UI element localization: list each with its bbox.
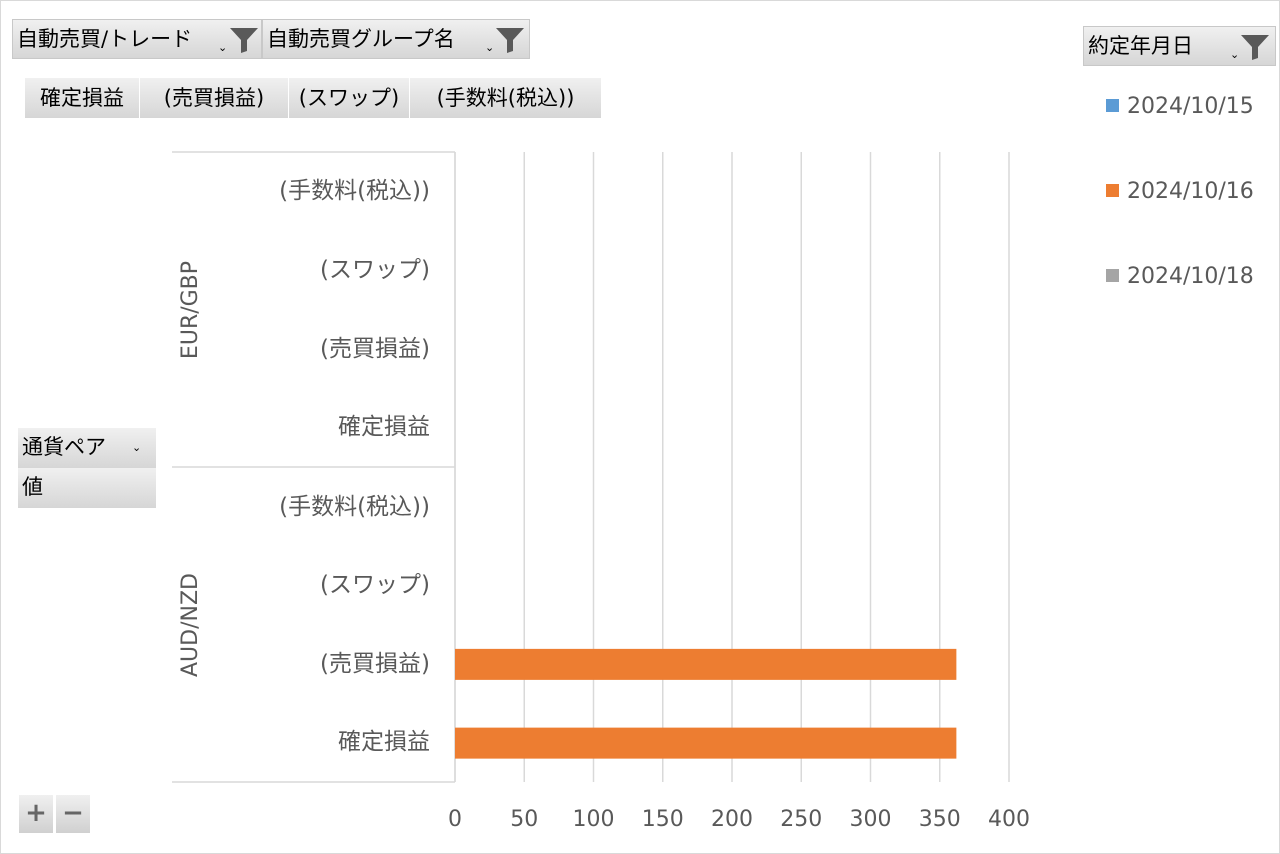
dropdown-caret-icon: ⌄ <box>1230 48 1240 61</box>
legend-label: 2024/10/16 <box>1127 179 1254 204</box>
legend-item: 2024/10/16 <box>1106 179 1254 205</box>
filter-icon[interactable] <box>229 27 259 53</box>
category-label: (スワップ) <box>320 257 430 283</box>
expand-button[interactable]: + <box>19 795 53 833</box>
filter-date-button[interactable]: 約定年月日 ⌄ <box>1083 26 1276 66</box>
legend-label: 2024/10/15 <box>1127 94 1254 119</box>
legend-label: 2024/10/18 <box>1127 264 1254 289</box>
legend-item: 2024/10/15 <box>1106 94 1254 120</box>
filter-auto-group-label: 自動売買グループ名 <box>267 27 455 51</box>
filter-icon[interactable] <box>1240 34 1270 60</box>
legend-swatch <box>1106 269 1119 282</box>
collapse-button[interactable]: − <box>56 795 90 833</box>
group-label: EUR/GBP <box>178 260 203 360</box>
row-field-values-label: 値 <box>22 475 43 499</box>
filter-icon[interactable] <box>495 27 525 53</box>
category-label: (売買損益) <box>320 651 430 677</box>
filter-auto-group-button[interactable]: 自動売買グループ名 ⌄ <box>262 19 530 59</box>
dropdown-caret-icon: ⌄ <box>218 41 228 54</box>
value-tab-realized[interactable]: 確定損益 <box>25 78 140 118</box>
value-tab-trade-pl[interactable]: (売買損益) <box>140 78 289 118</box>
category-label: (売買損益) <box>320 336 430 362</box>
category-label: 確定損益 <box>338 729 430 755</box>
category-label: (手数料(税込)) <box>279 178 430 204</box>
value-tab-swap[interactable]: (スワップ) <box>289 78 410 118</box>
category-label: (手数料(税込)) <box>279 494 430 520</box>
dropdown-caret-icon: ⌄ <box>132 441 142 454</box>
filter-date-label: 約定年月日 <box>1088 34 1193 58</box>
row-field-values[interactable]: 値 <box>18 468 156 508</box>
group-label: AUD/NZD <box>178 573 203 677</box>
row-field-currency-pair[interactable]: 通貨ペア ⌄ <box>18 428 156 468</box>
dropdown-caret-icon: ⌄ <box>485 41 495 54</box>
value-tab-fee[interactable]: (手数料(税込)) <box>410 78 602 118</box>
filter-auto-trade-button[interactable]: 自動売買/トレード ⌄ <box>12 19 262 59</box>
legend-swatch <box>1106 99 1119 112</box>
filter-auto-trade-label: 自動売買/トレード <box>17 27 193 51</box>
legend-swatch <box>1106 184 1119 197</box>
category-label: (スワップ) <box>320 572 430 598</box>
row-field-currency-pair-label: 通貨ペア <box>22 435 106 459</box>
legend-item: 2024/10/18 <box>1106 264 1254 290</box>
category-label: 確定損益 <box>338 414 430 440</box>
